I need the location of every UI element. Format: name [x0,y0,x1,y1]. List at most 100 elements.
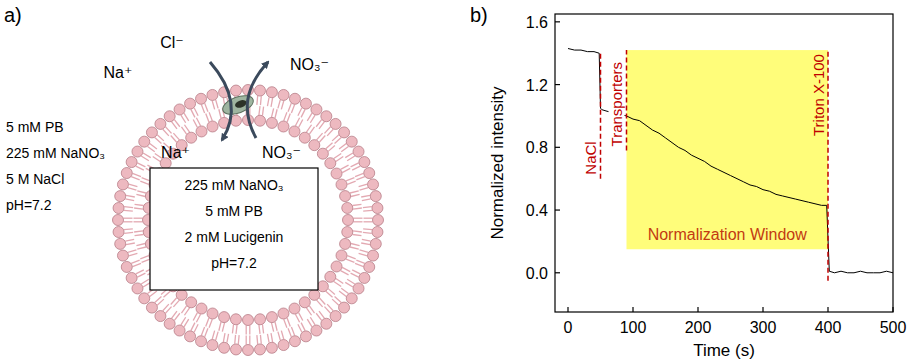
lipid-tail [319,135,325,142]
lipid-tail [345,282,353,287]
lipid-tail [352,166,360,170]
lipid-head [336,250,347,261]
lipid-tail [310,115,315,123]
lipid-tail [165,127,171,134]
lipid-head [266,117,277,128]
lipid-tail [306,308,311,315]
lipid-tail [336,278,343,283]
lipid-head [132,283,143,294]
transporter-body [220,92,256,118]
lipid-head [353,146,364,157]
lipid-tail [361,243,370,245]
lipid-tail [263,325,264,334]
lipid-tail [353,204,362,205]
lipid-head [289,336,300,347]
lipid-tail [359,253,368,255]
lipid-tail [125,239,134,241]
lipid-tail [350,191,359,193]
lipid-head [311,104,322,115]
lipid-head [278,121,289,132]
lipid-tail [342,168,350,172]
lipid-tail [249,336,250,345]
solution-label: 5 mM PB [205,203,263,219]
lipid-tail [181,115,186,123]
lipid-tail [364,221,373,222]
lipid-head [117,250,128,261]
lipid-tail [125,199,134,201]
lipid-tail [131,260,139,263]
lipid-tail [236,325,237,334]
lipid-head [196,303,207,314]
lipid-head [370,238,381,249]
panel-b: b)01002003004005000.00.40.81.21.6Time (s… [470,4,906,360]
lipid-tail [209,112,212,120]
x-tick [697,307,698,312]
lipid-head [207,308,218,319]
lipid-tail [310,317,315,325]
lipid-tail [307,319,312,327]
lipid-tail [206,318,209,326]
lipid-tail [171,298,177,305]
lipid-tail [234,335,236,344]
event-label: Transporters [609,62,626,146]
lipid-head [343,215,354,226]
lipid-head [321,318,332,329]
lipid-tail [136,244,145,246]
lipid-tail [143,153,151,158]
lipid-head [342,202,353,213]
lipid-tail [363,228,372,230]
lipid-tail [334,153,341,158]
lipid-tail [142,178,150,181]
lipid-tail [137,191,146,193]
lipid-head [121,261,132,272]
lipid-head [340,238,351,249]
lipid-head [359,157,370,168]
lipid-head [186,132,197,143]
lipid-head [207,121,218,132]
lipid-tail [216,332,218,341]
event-label: Triton X-100 [810,54,827,136]
lipid-tail [284,319,287,327]
lipid-head [185,331,196,342]
lipid-tail [184,113,189,121]
lipid-head [139,293,150,304]
lipid-tail [346,178,354,181]
lipid-tail [249,326,250,335]
x-tick [567,307,568,312]
panel-label: b) [470,4,488,26]
event-line [827,50,829,281]
lipid-tail [335,137,342,143]
y-tick [555,209,560,210]
lipid-head [207,340,218,351]
y-tick [555,84,560,85]
lipid-head [331,261,342,272]
lipid-head [372,203,383,214]
lipid-head [113,203,124,214]
lipid-tail [309,306,314,313]
arrow-out [247,62,268,138]
lipid-head [255,115,266,126]
lipid-tail [284,112,287,120]
lipid-head [317,148,328,159]
lipid-tail [278,100,280,109]
lipid-head [139,136,150,147]
lipid-tail [359,184,368,186]
event-line [600,53,602,178]
lipid-tail [295,314,299,322]
inside-box [150,168,318,290]
x-tick-label: 500 [880,319,907,336]
lipid-head [299,297,310,308]
x-tick-label: 400 [815,319,842,336]
lipid-head [219,342,230,353]
lipid-head [336,179,347,190]
lipid-tail [134,218,143,219]
lipid-tail [353,208,362,209]
lipid-head [359,272,370,283]
lipid-tail [259,106,260,115]
lipid-head [266,87,277,98]
lipid-tail [219,322,221,331]
lipid-tail [346,259,354,262]
solution-label: 225 mM NaNO₃ [184,177,283,193]
lipid-tail [299,313,303,321]
solution-label: 5 mM PB [6,119,64,135]
